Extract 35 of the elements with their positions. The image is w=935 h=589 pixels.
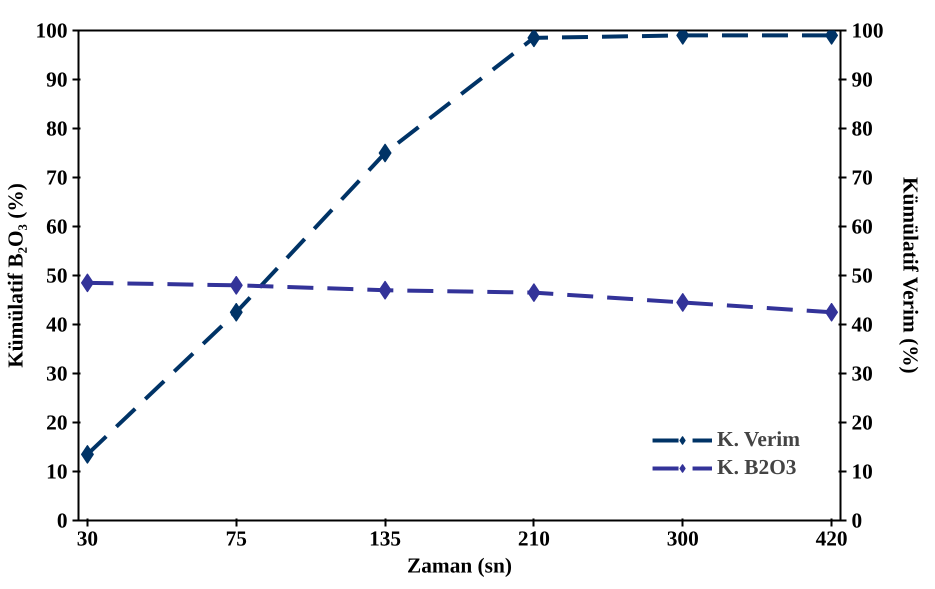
y-tick-label: 60 <box>46 214 68 238</box>
y2-tick-label: 20 <box>852 410 873 434</box>
y2-tick-label: 80 <box>852 116 873 140</box>
y-tick-label: 0 <box>56 508 68 532</box>
y2-tick-label: 60 <box>852 214 873 238</box>
y2-tick-label: 50 <box>852 264 873 288</box>
y-tick-label: 30 <box>46 362 68 386</box>
y2-tick-label: 0 <box>852 508 862 532</box>
x-tick-label: 420 <box>816 526 848 550</box>
x-tick-label: 75 <box>226 526 247 550</box>
point <box>378 144 392 162</box>
x-axis-title: Zaman (sn) <box>407 554 512 578</box>
y2-tick-label: 90 <box>852 68 873 92</box>
y-tick-label: 90 <box>46 68 68 92</box>
point <box>527 30 540 48</box>
x-tick-label: 30 <box>76 526 98 550</box>
y-tick-label: 50 <box>46 264 68 288</box>
y-axis-title: Kümülatif B₂O₃ (%) <box>4 183 28 368</box>
y2-tick-label: 10 <box>852 460 873 484</box>
y-tick-label: 10 <box>46 460 68 484</box>
y-tick-label: 100 <box>36 18 68 42</box>
legend-label: K. B2O3 <box>717 455 796 480</box>
y-tick-label: 20 <box>46 410 68 434</box>
x-tick-label: 300 <box>666 526 699 550</box>
y-tick-label: 80 <box>46 116 68 140</box>
y2-tick-label: 30 <box>852 362 873 386</box>
x-tick-label: 135 <box>369 526 402 550</box>
y-tick-label: 70 <box>46 166 68 190</box>
y-tick-label: 40 <box>46 312 68 336</box>
y2-axis-title: Kümülatif Verim (%) <box>898 176 922 374</box>
x-tick-label: 210 <box>518 526 550 550</box>
legend-label: K. Verim <box>717 427 800 452</box>
y2-tick-label: 70 <box>852 166 873 190</box>
y2-tick-label: 100 <box>852 18 884 42</box>
y2-tick-label: 40 <box>852 312 873 336</box>
